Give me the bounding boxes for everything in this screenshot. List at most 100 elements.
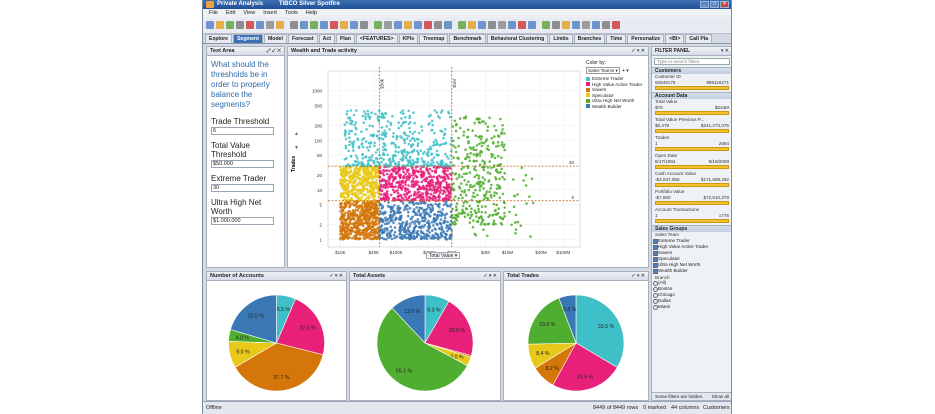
scatter-point[interactable] xyxy=(496,140,500,144)
scatter-point[interactable] xyxy=(497,171,501,174)
scatter-point[interactable] xyxy=(409,222,412,225)
scatter-point[interactable] xyxy=(439,188,443,192)
scatter-point[interactable] xyxy=(447,157,450,160)
scatter-point[interactable] xyxy=(477,177,480,180)
scatter-point[interactable] xyxy=(374,205,378,208)
scatter-point[interactable] xyxy=(404,187,407,191)
scatter-point[interactable] xyxy=(369,187,373,190)
scatter-point[interactable] xyxy=(429,192,433,196)
filter-panel-controls[interactable]: ▾ ✕ xyxy=(720,48,729,54)
scatter-point[interactable] xyxy=(399,194,403,198)
scatter-point[interactable] xyxy=(475,215,478,218)
scatter-point[interactable] xyxy=(466,153,469,156)
scatter-point[interactable] xyxy=(352,142,355,146)
scatter-point[interactable] xyxy=(366,167,370,171)
scatter-point[interactable] xyxy=(343,237,346,240)
scatter-point[interactable] xyxy=(362,121,366,124)
scatter-point[interactable] xyxy=(341,183,345,186)
toolbar-button-icon[interactable] xyxy=(488,21,496,29)
scatter-point[interactable] xyxy=(362,137,366,140)
scatter-point[interactable] xyxy=(443,175,446,179)
maximize-button[interactable]: □ xyxy=(710,1,719,8)
toolbar-button-icon[interactable] xyxy=(310,21,318,29)
scatter-point[interactable] xyxy=(466,135,469,139)
scatter-point[interactable] xyxy=(425,198,429,201)
scatter-point[interactable] xyxy=(426,154,430,157)
toolbar-button-icon[interactable] xyxy=(528,21,536,29)
scatter-point[interactable] xyxy=(344,222,348,225)
scatter-point[interactable] xyxy=(482,187,485,190)
scatter-point[interactable] xyxy=(407,142,411,146)
scatter-point[interactable] xyxy=(362,193,365,196)
scatter-point[interactable] xyxy=(426,161,430,164)
scatter-point[interactable] xyxy=(339,224,342,228)
scatter-point[interactable] xyxy=(417,131,421,135)
scatter-point[interactable] xyxy=(429,113,432,117)
scatter-point[interactable] xyxy=(353,186,357,190)
scatter-point[interactable] xyxy=(503,143,506,146)
scatter-point[interactable] xyxy=(380,230,384,234)
scatter-point[interactable] xyxy=(480,141,483,144)
scatter-point[interactable] xyxy=(483,162,486,166)
scatter-point[interactable] xyxy=(393,212,396,216)
scatter-point[interactable] xyxy=(341,194,344,198)
scatter-point[interactable] xyxy=(472,146,475,149)
panel-controls[interactable]: ⤢ ✓ ✕ xyxy=(266,48,281,54)
scatter-point[interactable] xyxy=(417,208,420,212)
scatter-point[interactable] xyxy=(387,158,391,162)
scatter-point[interactable] xyxy=(367,115,370,118)
scatter-point[interactable] xyxy=(366,183,369,187)
scatter-point[interactable] xyxy=(343,231,347,234)
panel-controls[interactable]: ✓ ▾ ✕ xyxy=(329,273,343,279)
sales-team-checkbox[interactable]: Wealth Builder xyxy=(652,268,731,274)
scatter-point[interactable] xyxy=(395,198,399,201)
scatter-point[interactable] xyxy=(479,137,483,141)
scatter-point[interactable] xyxy=(501,217,504,221)
scatter-point[interactable] xyxy=(395,211,399,214)
scatter-point[interactable] xyxy=(361,201,365,204)
scatter-point[interactable] xyxy=(346,195,350,199)
scatter-point[interactable] xyxy=(340,172,343,175)
scatter-point[interactable] xyxy=(427,123,430,126)
scatter-point[interactable] xyxy=(356,209,360,212)
tab-model[interactable]: Model xyxy=(263,34,287,43)
scatter-point[interactable] xyxy=(401,109,405,112)
toolbar-button-icon[interactable] xyxy=(320,21,328,29)
scatter-point[interactable] xyxy=(476,193,479,197)
scatter-point[interactable] xyxy=(467,180,470,183)
scatter-point[interactable] xyxy=(474,211,478,215)
scatter-point[interactable] xyxy=(347,163,350,166)
scatter-point[interactable] xyxy=(447,190,450,194)
scatter-point[interactable] xyxy=(416,218,420,221)
scatter-point[interactable] xyxy=(344,146,348,150)
scatter-point[interactable] xyxy=(475,173,479,177)
scatter-point[interactable] xyxy=(357,217,361,221)
scatter-point[interactable] xyxy=(402,121,406,124)
scatter-point[interactable] xyxy=(430,119,434,123)
scatter-point[interactable] xyxy=(498,186,502,189)
scatter-point[interactable] xyxy=(407,211,410,214)
scatter-point[interactable] xyxy=(386,217,390,221)
scatter-point[interactable] xyxy=(435,149,439,153)
scatter-point[interactable] xyxy=(486,197,489,200)
scatter-point[interactable] xyxy=(407,134,410,138)
scatter-point[interactable] xyxy=(452,156,455,159)
scatter-point[interactable] xyxy=(434,191,438,194)
toolbar-button-icon[interactable] xyxy=(498,21,506,29)
scatter-point[interactable] xyxy=(365,146,369,149)
scatter-point[interactable] xyxy=(369,212,372,216)
scatter-point[interactable] xyxy=(405,231,408,234)
scatter-point[interactable] xyxy=(447,110,450,114)
scatter-point[interactable] xyxy=(404,133,408,137)
scatter-point[interactable] xyxy=(365,230,368,233)
scatter-point[interactable] xyxy=(445,155,449,158)
menu-edit[interactable]: Edit xyxy=(225,10,236,16)
scatter-point[interactable] xyxy=(471,225,475,229)
customers-section[interactable]: Customers xyxy=(652,67,731,74)
scatter-point[interactable] xyxy=(419,167,422,171)
scatter-point[interactable] xyxy=(528,195,531,198)
scatter-point[interactable] xyxy=(353,169,357,172)
scatter-point[interactable] xyxy=(516,193,519,196)
scatter-point[interactable] xyxy=(400,124,403,127)
scatter-point[interactable] xyxy=(450,229,453,232)
